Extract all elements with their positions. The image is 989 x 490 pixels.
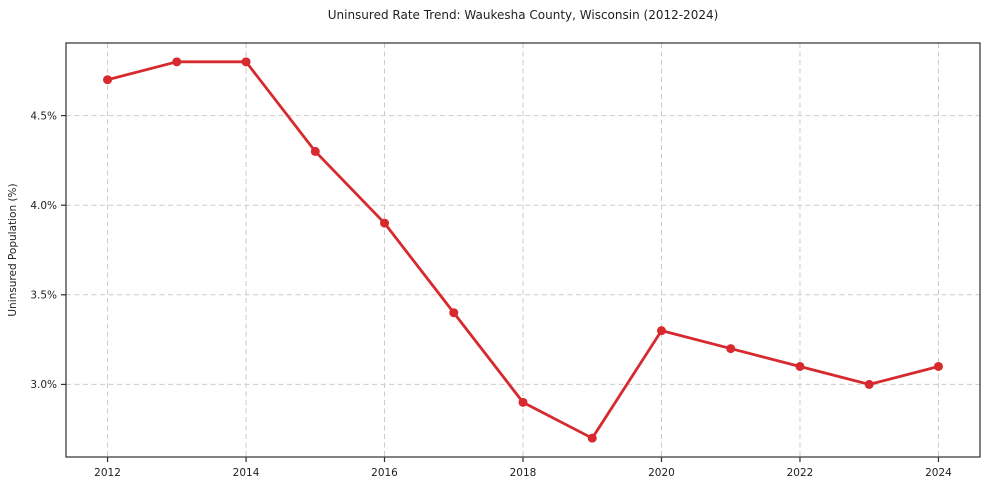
x-tick-label: 2016 (371, 467, 398, 479)
data-point-2019 (587, 433, 597, 443)
y-tick-label: 4.5% (30, 110, 57, 122)
x-tick-label: 2012 (94, 467, 121, 479)
x-tick-label: 2014 (233, 467, 260, 479)
x-tick-label: 2020 (648, 467, 675, 479)
data-point-2023 (864, 379, 874, 389)
x-tick-label: 2018 (510, 467, 537, 479)
y-tick-label: 3.0% (30, 379, 57, 391)
y-tick-label: 3.5% (30, 290, 57, 302)
chart-title: Uninsured Rate Trend: Waukesha County, W… (327, 8, 719, 22)
x-tick-label: 2024 (925, 467, 952, 479)
data-point-2013 (172, 57, 182, 67)
data-point-2020 (656, 326, 666, 336)
data-point-2018 (518, 397, 528, 407)
x-tick-label: 2022 (787, 467, 814, 479)
data-point-2014 (241, 57, 251, 67)
data-point-2016 (380, 218, 390, 228)
data-point-2017 (449, 308, 459, 318)
data-point-2024 (933, 361, 943, 371)
data-point-2021 (726, 344, 736, 354)
data-point-2022 (795, 361, 805, 371)
data-point-2012 (103, 75, 113, 85)
y-tick-label: 4.0% (30, 200, 57, 212)
data-point-2015 (310, 146, 320, 156)
